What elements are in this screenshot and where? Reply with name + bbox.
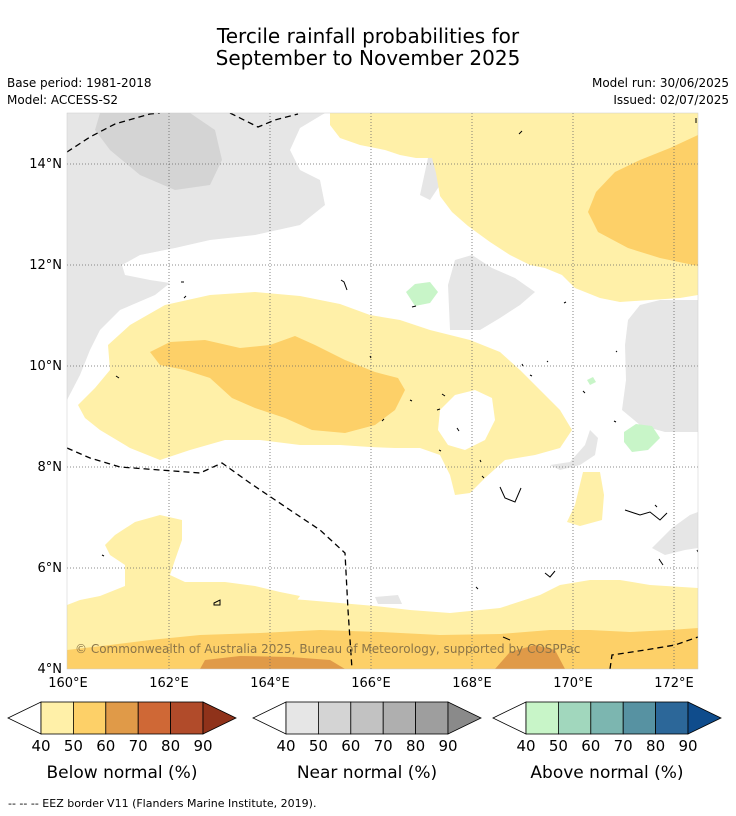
lat-tick-label: 6°N — [38, 561, 63, 576]
legend-color-bin — [170, 701, 204, 735]
legend-color-bin — [525, 701, 559, 735]
below-normal-region-centre-strong — [150, 336, 405, 433]
normal-region-centre-hole — [438, 390, 495, 450]
legend-color-bin — [655, 701, 689, 735]
legend-color-bin — [350, 701, 384, 735]
legend-below-normal: 40 50 60 70 80 90 Below normal (%) — [7, 701, 237, 783]
legend-tick-label: 90 — [678, 737, 697, 755]
legend-lower-triangle — [7, 701, 42, 735]
below-normal-region-east-small — [567, 472, 604, 526]
below-normal-region-south-stronger — [200, 656, 345, 669]
near-normal-region-northwest — [67, 113, 325, 400]
map-frame — [66, 112, 699, 670]
longitude-tick-labels: 160°E 162°E 164°E 166°E 168°E 170°E 172°… — [48, 676, 694, 691]
map-title-line2: September to November 2025 — [215, 46, 521, 70]
lon-tick-label: 172°E — [654, 676, 694, 691]
lat-tick-label: 8°N — [38, 460, 63, 475]
legend-tick-label: 40 — [276, 737, 295, 755]
legend-tick-label: 80 — [646, 737, 665, 755]
below-normal-region-north — [330, 113, 698, 302]
legend-tick-label: 50 — [549, 737, 568, 755]
eez-borders — [67, 113, 698, 669]
near-normal-region-centre-east — [448, 255, 535, 330]
legend-color-bin — [590, 701, 624, 735]
model-run: Model run: 30/06/2025 — [591, 76, 729, 90]
legend-title: Near normal (%) — [297, 763, 437, 783]
legend-title: Above normal (%) — [530, 763, 683, 783]
legend-color-bin — [382, 701, 417, 735]
legend-above-normal: 40 50 60 70 80 90 Above normal (%) — [492, 701, 722, 783]
lon-tick-label: 166°E — [351, 676, 391, 691]
legend-color-bin — [415, 701, 449, 735]
legend-color-bin — [73, 701, 107, 735]
near-normal-region-south-small-2 — [375, 595, 402, 604]
lat-tick-label: 12°N — [29, 258, 62, 273]
near-normal-region-east — [622, 300, 698, 432]
above-normal-region-east — [624, 424, 660, 452]
map-title-line1: Tercile rainfall probabilities for — [216, 24, 520, 48]
legend-tick-label: 60 — [581, 737, 600, 755]
legend-title: Below normal (%) — [47, 763, 198, 783]
legend-tick-label: 90 — [193, 737, 212, 755]
legend-color-bin — [40, 701, 74, 735]
legend-tick-label: 80 — [161, 737, 180, 755]
lon-tick-label: 160°E — [48, 676, 88, 691]
legend-color-bin — [317, 701, 352, 735]
near-normal-region-southeast — [652, 512, 698, 555]
legend-tick-label: 70 — [129, 737, 148, 755]
lon-tick-label: 164°E — [250, 676, 290, 691]
legend-tick-label: 70 — [374, 737, 393, 755]
legend-tick-label: 60 — [341, 737, 360, 755]
issued-date: Issued: 02/07/2025 — [613, 93, 729, 107]
lat-tick-label: 14°N — [29, 157, 62, 172]
lat-tick-label: 10°N — [29, 359, 62, 374]
legend-tick-label: 40 — [516, 737, 535, 755]
eez-footnote: -- -- -- EEZ border V11 (Flanders Marine… — [8, 797, 317, 810]
legend-tick-label: 40 — [31, 737, 50, 755]
legend-color-bin — [622, 701, 657, 735]
legend-upper-triangle — [202, 701, 237, 735]
legend-upper-triangle — [447, 701, 482, 735]
lat-tick-label: 4°N — [38, 662, 63, 677]
latitude-tick-labels: 4°N 6°N 8°N 10°N 12°N 14°N — [29, 157, 62, 677]
above-normal-region-east-tiny — [587, 377, 596, 385]
map-gridlines — [67, 113, 698, 669]
near-normal-region-east-small — [550, 430, 598, 470]
legend-tick-label: 60 — [96, 737, 115, 755]
map-panel: © Commonwealth of Australia 2025, Bureau… — [67, 113, 698, 669]
legend-color-bin — [105, 701, 139, 735]
above-normal-region-north — [406, 282, 438, 306]
copyright-notice: © Commonwealth of Australia 2025, Bureau… — [75, 642, 580, 656]
base-period: Base period: 1981-2018 — [7, 76, 152, 90]
legend-tick-label: 90 — [438, 737, 457, 755]
lon-tick-label: 168°E — [452, 676, 492, 691]
legend-color-bin — [558, 701, 592, 735]
lon-tick-label: 170°E — [553, 676, 593, 691]
below-normal-region-south-stronger-2 — [495, 645, 565, 669]
below-normal-region-northeast-strong — [588, 135, 698, 266]
model-name: Model: ACCESS-S2 — [7, 93, 119, 107]
legend-tick-label: 80 — [406, 737, 425, 755]
legend-lower-triangle — [252, 701, 287, 735]
below-normal-region-south — [67, 515, 698, 669]
legend-lower-triangle — [492, 701, 527, 735]
legend-tick-label: 50 — [309, 737, 328, 755]
legend-tick-label: 50 — [64, 737, 83, 755]
near-normal-region-northwest-inner — [95, 113, 222, 190]
legend-color-bin — [285, 701, 319, 735]
legend-tick-label: 70 — [614, 737, 633, 755]
legend-color-bin — [137, 701, 171, 735]
legend-upper-triangle — [687, 701, 722, 735]
lon-tick-label: 162°E — [149, 676, 189, 691]
